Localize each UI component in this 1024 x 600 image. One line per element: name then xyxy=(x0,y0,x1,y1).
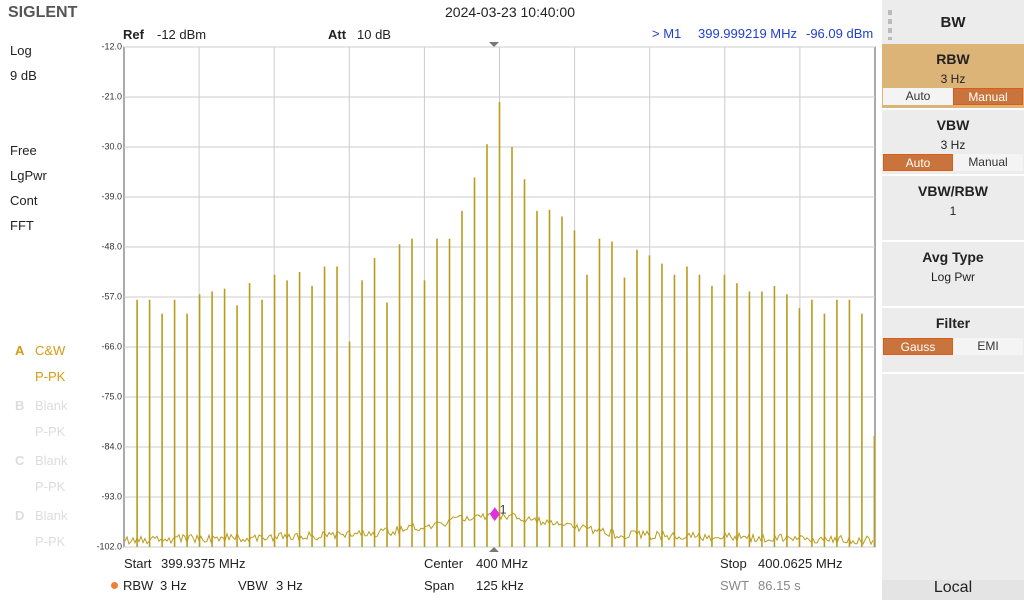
trace-detector: P-PK xyxy=(35,479,66,494)
trace-type: Blank xyxy=(35,508,68,523)
menu-item-name: VBW/RBW xyxy=(918,183,988,199)
menu-item-name: Filter xyxy=(935,315,971,331)
y-tick-label: -30.0 xyxy=(101,141,122,151)
menu-item[interactable]: RBW 3 Hz Auto Manual xyxy=(882,44,1024,110)
trace-detector: P-PK xyxy=(35,424,66,439)
marker-label: 1 xyxy=(500,502,507,516)
menu-item-name: Avg Type xyxy=(922,249,984,265)
menu-option[interactable]: EMI xyxy=(953,338,1023,355)
y-tick-label: -75.0 xyxy=(101,391,122,401)
vbw-label: VBW xyxy=(238,578,268,593)
menu-option[interactable]: Gauss xyxy=(883,338,953,355)
y-tick-label: -48.0 xyxy=(101,241,122,251)
vbw-value: 3 Hz xyxy=(276,578,303,593)
ref-label: Ref xyxy=(123,27,144,42)
center-label: Center xyxy=(424,556,464,571)
mode: FFT xyxy=(10,218,34,233)
status: Local xyxy=(882,580,1024,600)
stop-value: 400.0625 MHz xyxy=(758,556,843,571)
trace-type: Blank xyxy=(35,398,68,413)
scale: Log xyxy=(10,43,32,58)
swt-label: SWT xyxy=(720,578,749,593)
menu-item[interactable]: Avg Type Log Pwr xyxy=(882,242,1024,308)
trigger: Free xyxy=(10,143,37,158)
rbw-label: RBW xyxy=(123,578,154,593)
stop-label: Stop xyxy=(720,556,747,571)
y-tick-label: -66.0 xyxy=(101,341,122,351)
span-label: Span xyxy=(424,578,455,593)
trace-letter: B xyxy=(15,398,25,413)
trace-detector: P-PK xyxy=(35,369,66,384)
trace-letter: D xyxy=(15,508,25,523)
ref-value: -12 dBm xyxy=(157,27,207,42)
marker xyxy=(489,507,500,522)
menu-option[interactable]: Manual xyxy=(953,88,1023,105)
logo: SIGLENT xyxy=(8,4,78,21)
menu-option[interactable]: Manual xyxy=(953,154,1023,171)
menu-grip xyxy=(888,10,892,40)
menu-item-value: 3 Hz xyxy=(940,72,966,86)
y-tick-label: -39.0 xyxy=(101,191,122,201)
menu-item[interactable]: Filter Gauss EMI xyxy=(882,308,1024,374)
spectrum-chart: -12.0 -21.0 -30.0 -39.0 -48.0 -57.0 -66.0 -75.0… xyxy=(96,41,876,552)
menu-option[interactable]: Auto xyxy=(883,154,953,171)
menu-item-name: VBW xyxy=(936,117,970,133)
rbw-indicator xyxy=(111,582,118,589)
marker-level: -96.09 dBm xyxy=(806,26,874,41)
trace-letter: C xyxy=(15,453,25,468)
detector: LgPwr xyxy=(10,168,47,183)
center-value: 400 MHz xyxy=(476,556,529,571)
trace-type: C&W xyxy=(35,343,66,358)
att-label: Att xyxy=(328,27,347,42)
trace-detector: P-PK xyxy=(35,534,66,549)
menu-item[interactable]: VBW 3 Hz Auto Manual xyxy=(882,110,1024,176)
menu-title: BW xyxy=(940,14,966,31)
menu-item-value: 1 xyxy=(949,204,957,218)
y-tick-label: -21.0 xyxy=(101,91,122,101)
att-value: 10 dB xyxy=(357,27,391,42)
start-label: Start xyxy=(124,556,152,571)
y-tick-label: -84.0 xyxy=(101,441,122,451)
y-tick-label: -93.0 xyxy=(101,491,122,501)
menu-item-value: Log Pwr xyxy=(930,270,976,284)
y-tick-label: -57.0 xyxy=(101,291,122,301)
menu-item[interactable]: VBW/RBW 1 xyxy=(882,176,1024,242)
y-tick-label: -102.0 xyxy=(96,541,122,551)
swt-value: 86.15 s xyxy=(758,578,801,593)
menu-item-value: 3 Hz xyxy=(940,138,966,152)
menu-item-name: RBW xyxy=(936,51,970,67)
trace-type: Blank xyxy=(35,453,68,468)
marker-name: > M1 xyxy=(652,26,682,41)
datetime: 2024-03-23 10:40:00 xyxy=(445,4,575,20)
menu-option[interactable]: Auto xyxy=(883,88,953,105)
softkey-menu: BW Local RBW 3 Hz Auto Manual VBW 3 Hz Auto Man… xyxy=(882,0,1024,600)
scale-div: 9 dB xyxy=(10,68,37,83)
span-value: 125 kHz xyxy=(476,578,524,593)
sweep: Cont xyxy=(10,193,38,208)
rbw-value: 3 Hz xyxy=(160,578,187,593)
y-tick-label: -12.0 xyxy=(101,41,122,51)
marker-freq: 399.999219 MHz xyxy=(698,26,798,41)
trace-letter: A xyxy=(15,343,25,358)
start-value: 399.9375 MHz xyxy=(161,556,246,571)
